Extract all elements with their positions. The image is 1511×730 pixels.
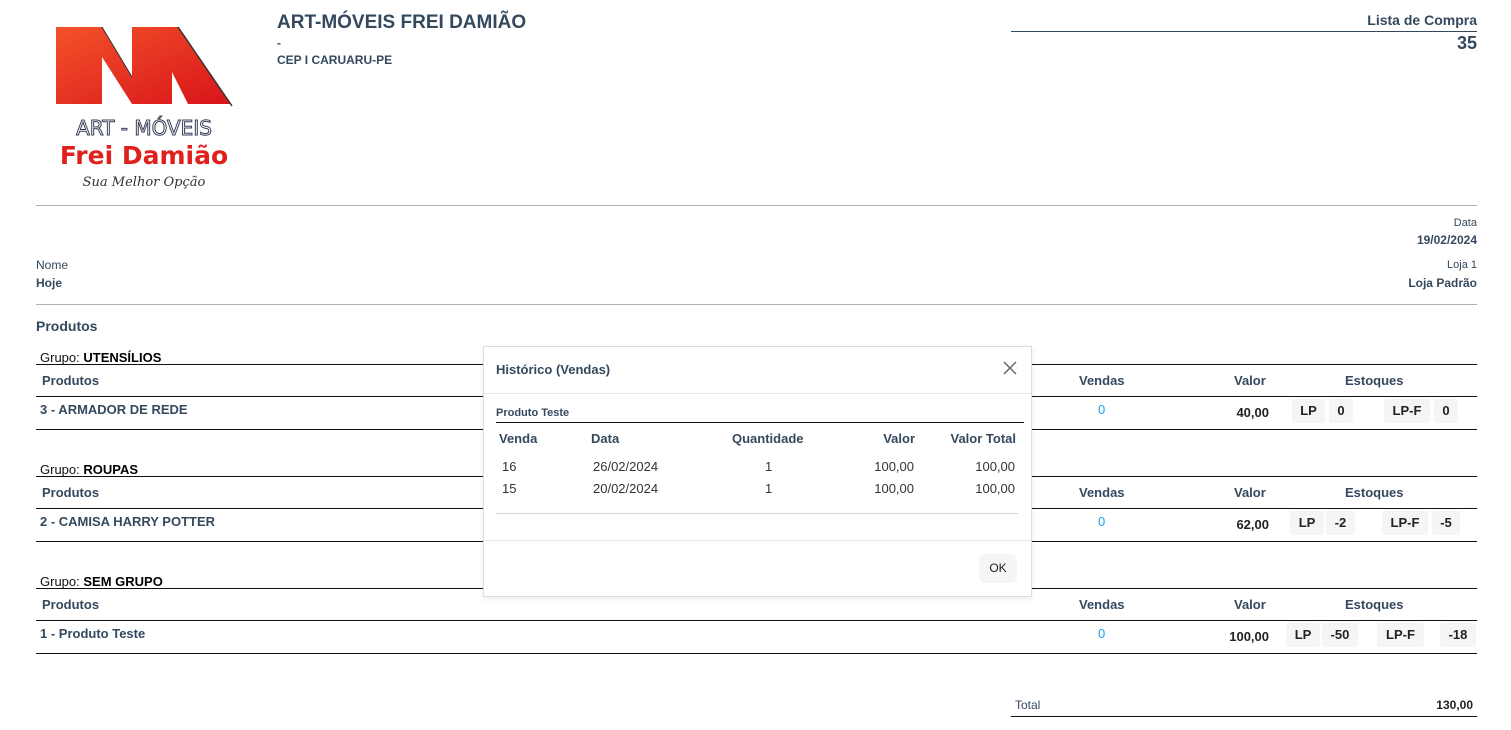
- col-produtos: Produtos: [42, 485, 100, 500]
- col-vendas: Vendas: [1079, 597, 1125, 612]
- col-quantidade: Quantidade: [732, 431, 804, 446]
- product-value: 40,00: [1236, 405, 1269, 420]
- stock-value: -2: [1326, 511, 1355, 535]
- document-title: Lista de Compra: [1367, 12, 1477, 28]
- stock-value: -5: [1432, 511, 1460, 535]
- company-logo: ART - MÓVEIS Frei Damião Sua Melhor Opçã…: [50, 22, 240, 194]
- stock-label: LP-F: [1382, 511, 1428, 535]
- stock-label: LP: [1292, 399, 1325, 423]
- stock-value: -50: [1322, 623, 1358, 647]
- sales-history-modal: Histórico (Vendas) Produto Teste Venda D…: [483, 346, 1032, 597]
- divider: [36, 304, 1477, 305]
- section-title: Produtos: [36, 318, 98, 334]
- ok-button[interactable]: OK: [979, 554, 1017, 583]
- group-name: UTENSÍLIOS: [83, 350, 162, 365]
- venda-total: 100,00: [975, 459, 1015, 474]
- modal-product: Produto Teste: [496, 407, 570, 419]
- stock-label: LP: [1286, 623, 1320, 647]
- group-prefix: Grupo:: [40, 350, 80, 365]
- group-name: ROUPAS: [83, 462, 139, 477]
- col-valor: Valor: [883, 431, 915, 446]
- group-title: Grupo: SEM GRUPO: [40, 574, 163, 589]
- document-number: 35: [1456, 33, 1477, 53]
- stock-value: 0: [1329, 399, 1353, 423]
- stock-value: 0: [1434, 399, 1458, 423]
- store-value: Loja Padrão: [1408, 276, 1477, 290]
- divider: [36, 205, 1477, 206]
- col-produtos: Produtos: [42, 597, 100, 612]
- sales-link[interactable]: 0: [1098, 514, 1106, 529]
- col-valor-total: Valor Total: [950, 431, 1017, 446]
- col-vendas: Vendas: [1079, 373, 1125, 388]
- venda-total: 100,00: [975, 481, 1015, 496]
- col-vendas: Vendas: [1079, 485, 1125, 500]
- product-group: Grupo: SEM GRUPO Produtos Vendas Valor E…: [36, 574, 1477, 686]
- group-prefix: Grupo:: [40, 574, 80, 589]
- company-address: -: [277, 36, 281, 50]
- venda-qty: 1: [765, 481, 773, 496]
- group-title: Grupo: ROUPAS: [40, 462, 138, 477]
- date-value: 19/02/2024: [1416, 233, 1477, 247]
- venda-value: 100,00: [874, 481, 914, 496]
- sales-link[interactable]: 0: [1098, 402, 1106, 417]
- venda-date: 20/02/2024: [593, 481, 659, 496]
- group-title: Grupo: UTENSÍLIOS: [40, 350, 161, 365]
- product-name: 1 - Produto Teste: [40, 626, 146, 641]
- col-valor: Valor: [1234, 597, 1266, 612]
- sales-link[interactable]: 0: [1098, 626, 1106, 641]
- venda-id: 15: [502, 481, 517, 496]
- svg-text:Frei Damião: Frei Damião: [60, 141, 228, 170]
- logo-mark: ART - MÓVEIS Frei Damião Sua Melhor Opçã…: [56, 26, 233, 190]
- col-valor: Valor: [1234, 373, 1266, 388]
- product-value: 62,00: [1236, 517, 1269, 532]
- group-name: SEM GRUPO: [83, 574, 163, 589]
- total-value: 130,00: [1436, 698, 1473, 712]
- col-valor: Valor: [1234, 485, 1266, 500]
- product-name: 2 - CAMISA HARRY POTTER: [40, 514, 216, 529]
- store-label: Loja 1: [1447, 259, 1477, 271]
- name-label: Nome: [36, 258, 69, 272]
- company-name: ART-MÓVEIS FREI DAMIÃO: [277, 12, 527, 33]
- product-name: 3 - ARMADOR DE REDE: [40, 402, 188, 417]
- product-value: 100,00: [1229, 629, 1269, 644]
- name-value: Hoje: [36, 276, 63, 290]
- col-produtos: Produtos: [42, 373, 100, 388]
- col-estoques: Estoques: [1345, 373, 1404, 388]
- date-label: Data: [1453, 217, 1477, 229]
- svg-text:Sua Melhor Opção: Sua Melhor Opção: [83, 175, 206, 190]
- stock-label: LP: [1290, 511, 1324, 535]
- stock-label: LP-F: [1377, 623, 1424, 647]
- col-venda: Venda: [499, 431, 538, 446]
- venda-qty: 1: [765, 459, 773, 474]
- stock-label: LP-F: [1384, 399, 1430, 423]
- company-city: CEP I CARUARU-PE: [277, 53, 393, 67]
- venda-date: 26/02/2024: [593, 459, 659, 474]
- table-row: 1 - Produto Teste 0 100,00 LP -50 LP-F -…: [36, 621, 1477, 654]
- venda-id: 16: [502, 459, 517, 474]
- total-label: Total: [1015, 698, 1041, 712]
- modal-title: Histórico (Vendas): [496, 362, 611, 377]
- col-data: Data: [591, 431, 620, 446]
- stock-value: -18: [1440, 623, 1476, 647]
- col-estoques: Estoques: [1345, 597, 1404, 612]
- venda-value: 100,00: [874, 459, 914, 474]
- col-estoques: Estoques: [1345, 485, 1404, 500]
- group-prefix: Grupo:: [40, 462, 80, 477]
- svg-text:ART - MÓVEIS: ART - MÓVEIS: [76, 116, 212, 140]
- close-icon[interactable]: [1001, 359, 1019, 377]
